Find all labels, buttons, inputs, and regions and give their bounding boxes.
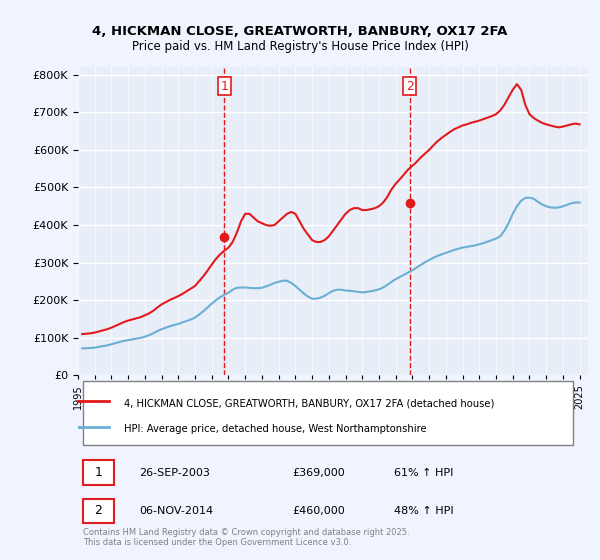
FancyBboxPatch shape [83, 460, 114, 484]
Text: 26-SEP-2003: 26-SEP-2003 [139, 468, 210, 478]
FancyBboxPatch shape [83, 381, 573, 445]
Text: 4, HICKMAN CLOSE, GREATWORTH, BANBURY, OX17 2FA (detached house): 4, HICKMAN CLOSE, GREATWORTH, BANBURY, O… [124, 398, 494, 408]
Text: 4, HICKMAN CLOSE, GREATWORTH, BANBURY, OX17 2FA: 4, HICKMAN CLOSE, GREATWORTH, BANBURY, O… [92, 25, 508, 38]
Text: 06-NOV-2014: 06-NOV-2014 [139, 506, 214, 516]
Text: £460,000: £460,000 [292, 506, 345, 516]
Text: 1: 1 [220, 80, 228, 92]
Text: 48% ↑ HPI: 48% ↑ HPI [394, 506, 454, 516]
Text: £369,000: £369,000 [292, 468, 345, 478]
Text: HPI: Average price, detached house, West Northamptonshire: HPI: Average price, detached house, West… [124, 424, 427, 434]
Text: 2: 2 [406, 80, 414, 92]
Text: 1: 1 [94, 466, 103, 479]
Text: 61% ↑ HPI: 61% ↑ HPI [394, 468, 454, 478]
Text: Price paid vs. HM Land Registry's House Price Index (HPI): Price paid vs. HM Land Registry's House … [131, 40, 469, 53]
Text: Contains HM Land Registry data © Crown copyright and database right 2025.
This d: Contains HM Land Registry data © Crown c… [83, 528, 410, 547]
Text: 2: 2 [94, 504, 103, 517]
FancyBboxPatch shape [83, 498, 114, 523]
